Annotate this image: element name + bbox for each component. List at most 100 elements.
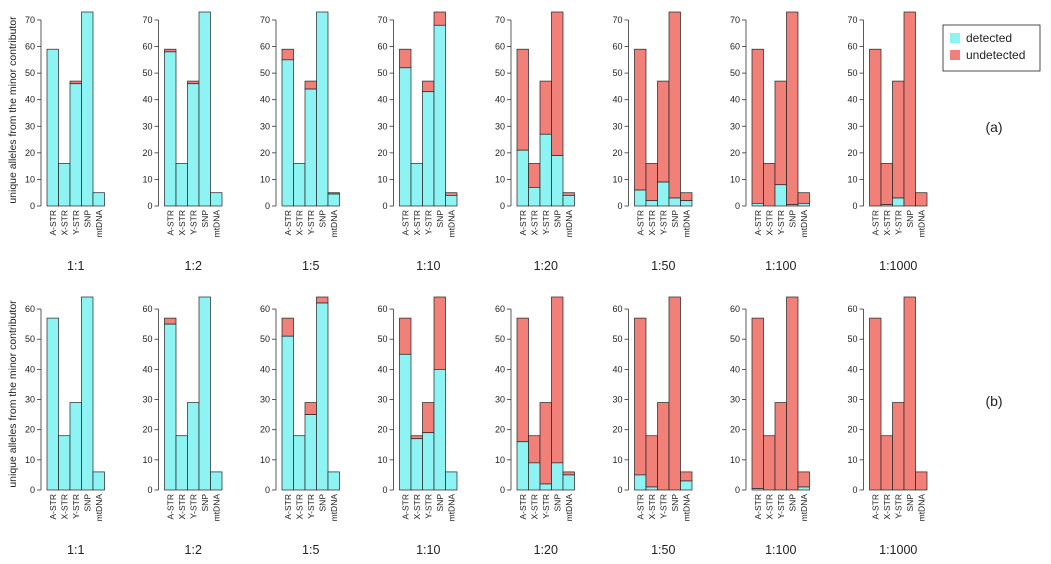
x-tick-label-Y-STR: Y-STR: [658, 494, 668, 519]
bar-detected-mtDNA: [327, 471, 340, 491]
legend-label-detected: detected: [966, 31, 1012, 45]
y-tick-label: 30: [495, 395, 505, 405]
bar-detected-Y-STR: [539, 133, 552, 207]
y-tick-label: 50: [847, 68, 857, 78]
y-tick-label: 0: [735, 485, 740, 495]
bar-detected-SNP: [433, 24, 446, 207]
y-tick-label: 30: [730, 121, 740, 131]
x-tick-label-Y-STR: Y-STR: [893, 494, 903, 519]
ratio-label: 1:1: [67, 543, 84, 557]
y-tick-label: 40: [495, 95, 505, 105]
bar-undetected-mtDNA: [915, 471, 928, 491]
y-tick-label: 40: [612, 364, 622, 374]
x-tick-label-SNP: SNP: [905, 210, 915, 228]
y-tick-label: 60: [260, 304, 270, 314]
bar-undetected-Y-STR: [69, 80, 82, 85]
y-tick-label: 0: [265, 201, 270, 211]
ratio-label: 1:100: [765, 543, 796, 557]
y-tick-label: 50: [377, 334, 387, 344]
y-tick-label: 20: [612, 148, 622, 158]
bar-detected-mtDNA: [562, 195, 575, 207]
x-tick-label-A-STR: A-STR: [753, 210, 763, 236]
ratio-label: 1:20: [534, 259, 558, 273]
x-tick-label-Y-STR: Y-STR: [541, 210, 551, 235]
bar-detected-SNP: [316, 11, 329, 207]
y-tick-label: 30: [142, 395, 152, 405]
bar-undetected-A-STR: [281, 317, 294, 337]
y-tick-label: 0: [147, 201, 152, 211]
ratio-label: 1:50: [651, 259, 675, 273]
bar-detected-Y-STR: [304, 414, 317, 491]
y-tick-label: 0: [500, 201, 505, 211]
bar-undetected-Y-STR: [422, 402, 435, 434]
bar-undetected-Y-STR: [774, 402, 787, 491]
x-tick-label-Y-STR: Y-STR: [776, 210, 786, 235]
y-tick-label: 50: [847, 334, 857, 344]
x-tick-label-A-STR: A-STR: [753, 494, 763, 520]
panel-a-1-2: 0 10 20 30 40 50 60 70 A-STR X-STR Y-STR SNP mtDNA 1:…: [142, 11, 223, 273]
bar-undetected-X-STR: [528, 435, 541, 464]
bar-detected-Y-STR: [422, 432, 435, 491]
y-tick-label: 60: [612, 42, 622, 52]
bar-undetected-X-STR: [645, 435, 658, 488]
y-tick-label: 0: [265, 485, 270, 495]
ratio-label: 1:1000: [879, 543, 917, 557]
bar-undetected-Y-STR: [422, 80, 435, 93]
y-tick-label: 60: [612, 304, 622, 314]
y-tick-label: 50: [25, 334, 35, 344]
ratio-label: 1:10: [416, 543, 440, 557]
y-tick-label: 20: [25, 148, 35, 158]
bar-detected-Y-STR: [892, 197, 905, 207]
bar-detected-SNP: [198, 11, 211, 207]
x-tick-label-A-STR: A-STR: [518, 210, 528, 236]
bar-undetected-A-STR: [634, 48, 647, 191]
bar-undetected-Y-STR: [657, 80, 670, 183]
bar-detected-Y-STR: [304, 88, 317, 207]
bar-detected-X-STR: [58, 163, 71, 207]
y-tick-label: 30: [847, 395, 857, 405]
bar-detected-X-STR: [58, 435, 71, 491]
bar-detected-X-STR: [528, 187, 541, 207]
bar-detected-SNP: [81, 11, 94, 207]
bar-undetected-Y-STR: [304, 402, 317, 415]
y-tick-label: 20: [377, 425, 387, 435]
bar-detected-SNP: [316, 302, 329, 491]
bar-detected-A-STR: [399, 353, 412, 491]
y-tick-label: 10: [612, 455, 622, 465]
x-tick-label-Y-STR: Y-STR: [776, 494, 786, 519]
bar-undetected-A-STR: [164, 48, 177, 53]
x-tick-label-SNP: SNP: [317, 210, 327, 228]
x-tick-label-SNP: SNP: [670, 210, 680, 228]
y-tick-label: 20: [260, 148, 270, 158]
y-tick-label: 50: [142, 334, 152, 344]
y-tick-label: 40: [730, 95, 740, 105]
bar-detected-X-STR: [645, 486, 658, 491]
bar-detected-A-STR: [281, 59, 294, 207]
bar-undetected-SNP: [433, 11, 446, 26]
panel-b-1-2: 0 10 20 30 40 50 60 A-STR X-STR Y-STR SNP mtDNA 1:2: [142, 296, 223, 557]
x-tick-label-SNP: SNP: [435, 494, 445, 512]
y-tick-label: 30: [25, 121, 35, 131]
y-tick-label: 10: [847, 455, 857, 465]
y-tick-label: 20: [142, 425, 152, 435]
y-tick-label: 10: [260, 455, 270, 465]
y-tick-label: 70: [142, 15, 152, 25]
bar-detected-SNP: [551, 155, 564, 207]
ratio-label: 1:1000: [879, 259, 917, 273]
x-tick-label-Y-STR: Y-STR: [423, 210, 433, 235]
x-tick-label-SNP: SNP: [552, 210, 562, 228]
x-tick-label-SNP: SNP: [435, 210, 445, 228]
y-tick-label: 20: [730, 148, 740, 158]
x-tick-label-A-STR: A-STR: [870, 494, 880, 520]
y-tick-label: 20: [495, 425, 505, 435]
y-tick-label: 50: [142, 68, 152, 78]
bar-detected-X-STR: [175, 435, 188, 491]
x-tick-label-mtDNA: mtDNA: [329, 210, 339, 238]
x-tick-label-A-STR: A-STR: [165, 210, 175, 236]
bar-detected-X-STR: [175, 163, 188, 207]
y-tick-label: 60: [495, 304, 505, 314]
bar-detected-A-STR: [516, 441, 529, 491]
panel-b-1-1: 0 10 20 30 40 50 60 A-STR X-STR Y-STR SNP mtDNA 1:1: [25, 296, 105, 557]
bar-undetected-Y-STR: [892, 402, 905, 491]
